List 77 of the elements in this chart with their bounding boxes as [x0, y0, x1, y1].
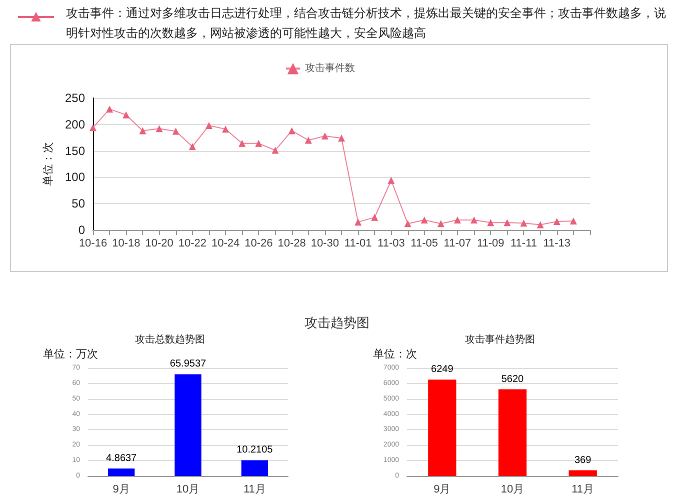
point	[156, 125, 163, 132]
x-tick-label: 11-11	[510, 238, 537, 250]
point	[255, 140, 262, 147]
chart-title: 攻击事件趋势图	[465, 334, 535, 346]
point	[536, 221, 544, 228]
x-tick-label: 10-18	[112, 238, 140, 250]
x-tick-label: 11-01	[344, 238, 372, 250]
point	[454, 216, 461, 224]
point	[272, 146, 279, 154]
point	[470, 216, 478, 224]
data-label: 65.9537	[170, 358, 207, 370]
x-tick-label: 10-26	[244, 238, 273, 250]
y-tick-label: 100	[64, 170, 86, 184]
bar	[568, 470, 597, 476]
y-tick-label: 50	[72, 196, 86, 211]
bar	[241, 460, 268, 476]
text: 攻击趋势图	[304, 315, 370, 332]
x-tick-label: 10-20	[145, 238, 174, 250]
point	[553, 218, 560, 226]
point	[122, 111, 130, 118]
point	[188, 143, 196, 150]
x-tick-label: 11-05	[410, 238, 438, 250]
y-axis-title: 单位：次	[42, 142, 55, 186]
point	[404, 220, 412, 228]
data-label: 6249	[431, 364, 454, 376]
x-tick-label: 9月	[112, 484, 130, 495]
point	[222, 126, 230, 133]
x-tick-label: 11月	[572, 484, 594, 495]
point	[371, 214, 378, 221]
data-label: 5620	[501, 374, 524, 385]
point	[139, 127, 146, 134]
point	[487, 219, 494, 226]
point	[205, 122, 212, 129]
x-tick-label: 11-13	[543, 238, 571, 250]
point	[238, 140, 246, 147]
x-tick-label: 10月	[500, 484, 524, 495]
x-tick-label: 11-03	[378, 238, 405, 250]
chart-title: 攻击总数趋势图	[135, 334, 205, 346]
y-tick-label: 150	[64, 144, 86, 158]
bar	[174, 374, 202, 476]
x-tick-label: 10-24	[211, 238, 240, 250]
point	[520, 220, 528, 227]
y-axis-title: 单位：万次	[43, 348, 98, 360]
y-tick-label: 0	[78, 223, 86, 237]
bar	[108, 468, 135, 476]
x-tick-label: 9月	[434, 484, 451, 495]
point	[172, 128, 180, 135]
point	[288, 127, 296, 134]
point	[90, 124, 96, 132]
text: 攻击事件：通过对多维攻击日志进行处理，结合攻击链分析技术，提炼出最关键的安全事件；攻击事件数越多，说明针对性攻击的次数越多，网站被渗透的可能性越大，安全风险越高	[66, 5, 666, 42]
bar	[498, 389, 527, 476]
point	[504, 219, 511, 226]
x-tick-label: 11-07	[444, 238, 472, 250]
y-tick-label: 250	[64, 91, 86, 105]
data-label: 369	[574, 454, 592, 466]
x-tick-label: 10-16	[78, 238, 108, 250]
point	[354, 218, 362, 226]
x-tick-label: 10-30	[310, 238, 340, 250]
y-axis-title: 单位：次	[373, 348, 417, 360]
x-tick-label: 11月	[243, 484, 266, 495]
y-tick-label: 200	[64, 117, 86, 132]
data-label: 10.2105	[236, 444, 274, 456]
point	[338, 134, 345, 142]
x-tick-label: 11-09	[476, 238, 504, 250]
bar	[428, 380, 456, 476]
legend-label: 攻击事件数	[305, 62, 355, 74]
x-tick-label: 10月	[176, 484, 200, 495]
point	[106, 106, 114, 113]
point	[570, 218, 577, 225]
point	[388, 176, 395, 184]
point	[437, 220, 444, 228]
x-tick-label: 10-22	[178, 238, 206, 250]
point	[304, 136, 312, 144]
x-tick-label: 10-28	[278, 238, 306, 250]
point	[321, 132, 328, 140]
data-label: 4.8637	[106, 452, 138, 464]
point	[420, 216, 428, 224]
